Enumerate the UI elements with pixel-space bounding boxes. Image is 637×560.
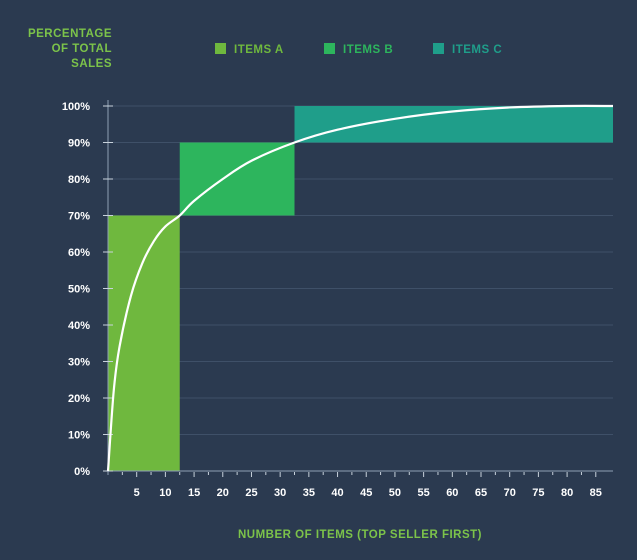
legend-label-1: ITEMS A — [234, 44, 284, 56]
x-tick-label: 80 — [561, 487, 573, 499]
x-tick-label: 30 — [274, 487, 286, 499]
x-tick-label: 15 — [188, 487, 200, 499]
x-tick-label: 25 — [245, 487, 257, 499]
x-tick-label: 5 — [134, 487, 140, 499]
x-axis-title: NUMBER OF ITEMS (TOP SELLER FIRST) — [238, 529, 482, 541]
y-tick-label: 60% — [68, 247, 90, 259]
x-tick-labels: 5 10 15 20 25 30 35 40 45 50 55 60 65 70 75 80 85 — [134, 487, 602, 499]
x-tick-label: 85 — [590, 487, 602, 499]
legend-swatch-1 — [215, 43, 226, 54]
y-axis-title-line-1: PERCENTAGE — [28, 28, 112, 40]
y-tick-label: 0% — [74, 466, 90, 478]
y-axis-title-line-3: SALES — [71, 58, 112, 70]
x-tick-label: 20 — [217, 487, 229, 499]
legend-swatch-2 — [324, 43, 335, 54]
legend-label-2: ITEMS B — [343, 44, 393, 56]
region-items-a — [108, 215, 180, 471]
x-tick-label: 10 — [159, 487, 171, 499]
x-tick-label: 35 — [303, 487, 315, 499]
x-tick-label: 50 — [389, 487, 401, 499]
x-tick-label: 65 — [475, 487, 487, 499]
y-axis-title: PERCENTAGE OF TOTAL SALES — [28, 28, 112, 70]
y-tick-label: 90% — [68, 138, 90, 150]
x-tick-label: 45 — [360, 487, 372, 499]
legend-swatch-3 — [433, 43, 444, 54]
x-tick-label: 75 — [532, 487, 544, 499]
y-tick-label: 40% — [68, 320, 90, 332]
y-tick-label: 20% — [68, 393, 90, 405]
legend-label-3: ITEMS C — [452, 44, 502, 56]
y-axis-title-line-2: OF TOTAL — [52, 43, 112, 55]
y-tick-label: 30% — [68, 357, 90, 369]
curve-layer — [106, 104, 614, 472]
x-tick-label: 55 — [418, 487, 430, 499]
y-tick-labels: 0% 10% 20% 30% 40% 50% 60% 70% 80% 90% 100% — [62, 101, 90, 478]
x-tick-label: 40 — [331, 487, 343, 499]
axes — [103, 100, 613, 477]
x-tick-label: 70 — [504, 487, 516, 499]
y-tick-label: 100% — [62, 101, 90, 113]
y-tick-label: 70% — [68, 211, 90, 223]
region-items-b — [179, 142, 295, 216]
x-tick-label: 60 — [446, 487, 458, 499]
y-tick-label: 50% — [68, 284, 90, 296]
cumulative-curve — [106, 104, 614, 472]
y-tick-label: 10% — [68, 430, 90, 442]
y-tick-label: 80% — [68, 174, 90, 186]
legend: ITEMS A ITEMS B ITEMS C — [215, 43, 502, 56]
